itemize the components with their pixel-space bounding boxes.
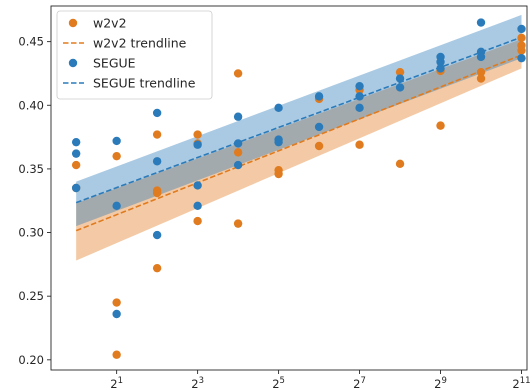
segue-point	[395, 83, 405, 92]
w2v2-point	[436, 121, 445, 130]
segue-point	[314, 92, 324, 101]
w2v2-point	[112, 151, 121, 161]
w2v2-point	[152, 188, 162, 198]
segue-point	[71, 149, 81, 158]
segue-point	[476, 18, 486, 27]
segue-point	[233, 139, 243, 148]
legend: w2v2 w2v2 trendline SEGUE SEGUE trendline	[56, 10, 213, 100]
w2v2-point	[112, 350, 121, 359]
y-tick-label: 0.40	[18, 98, 44, 112]
segue-point	[476, 52, 486, 62]
segue-point	[233, 160, 243, 170]
segue-point	[152, 230, 162, 240]
legend-label-segue: SEGUE	[93, 56, 136, 71]
w2v2-point	[476, 74, 486, 83]
segue-point	[355, 81, 364, 91]
legend-label-w2v2: w2v2	[93, 16, 127, 31]
segue-trendline	[75, 36, 522, 204]
legend-box	[56, 10, 213, 100]
legend-label-segue-trendline: SEGUE trendline	[93, 76, 196, 91]
segue-point	[193, 181, 202, 190]
segue-point	[355, 92, 364, 101]
scatter-points	[71, 18, 526, 359]
w2v2-point	[395, 159, 405, 169]
segue-point	[112, 309, 121, 319]
segue-point	[71, 137, 81, 147]
w2v2-point	[517, 33, 526, 43]
x-tick-label: 27	[353, 376, 366, 390]
segue-point	[152, 157, 162, 166]
w2v2-point	[314, 141, 324, 151]
w2v2-point	[476, 67, 486, 77]
w2v2-point	[193, 130, 202, 139]
segue-point	[71, 183, 81, 193]
w2v2-point	[395, 67, 405, 77]
trendlines	[75, 36, 522, 232]
w2v2-point	[233, 219, 243, 228]
y-tick-label: 0.30	[18, 226, 44, 240]
x-tick-label: 25	[272, 376, 285, 390]
w2v2-point	[193, 216, 202, 226]
w2v2-point	[355, 140, 364, 149]
w2v2-point	[233, 69, 243, 78]
segue-point	[436, 64, 445, 73]
w2v2-point	[152, 263, 162, 273]
legend-marker-segue	[68, 58, 78, 68]
y-axis: 0.20 0.25 0.30 0.35 0.40 0.45	[18, 35, 51, 367]
w2v2-point	[274, 169, 283, 179]
segue-point	[233, 112, 243, 121]
y-tick-label: 0.25	[18, 289, 44, 303]
w2v2-point	[233, 148, 243, 157]
w2v2-point	[112, 298, 121, 307]
segue-point	[274, 137, 283, 147]
x-axis: 21 23 25 27 29 211	[110, 370, 531, 390]
segue-point	[112, 201, 121, 211]
segue-point	[193, 201, 202, 211]
y-tick-label: 0.35	[18, 162, 44, 176]
segue-point	[193, 140, 202, 149]
segue-point	[517, 53, 526, 63]
w2v2-trendline-confidence-band	[76, 39, 522, 261]
legend-label-w2v2-trendline: w2v2 trendline	[93, 36, 187, 51]
y-tick-label: 0.45	[18, 35, 44, 49]
segue-point	[436, 57, 445, 67]
w2v2-point	[71, 160, 81, 170]
segue-point	[355, 103, 364, 113]
plot-frame	[50, 5, 528, 371]
y-tick-label: 0.20	[18, 353, 44, 367]
legend-marker-w2v2	[68, 18, 78, 28]
segue-point	[274, 103, 283, 113]
w2v2-point	[152, 130, 162, 139]
x-tick-label: 23	[191, 376, 204, 390]
x-tick-label: 29	[434, 376, 447, 390]
w2v2-point	[517, 46, 526, 55]
x-tick-label: 21	[110, 376, 123, 390]
x-tick-label: 211	[512, 376, 530, 390]
segue-point	[112, 136, 121, 146]
segue-point	[314, 122, 324, 132]
segue-point	[152, 108, 162, 118]
segue-point	[517, 24, 526, 34]
segue-point	[395, 74, 405, 83]
